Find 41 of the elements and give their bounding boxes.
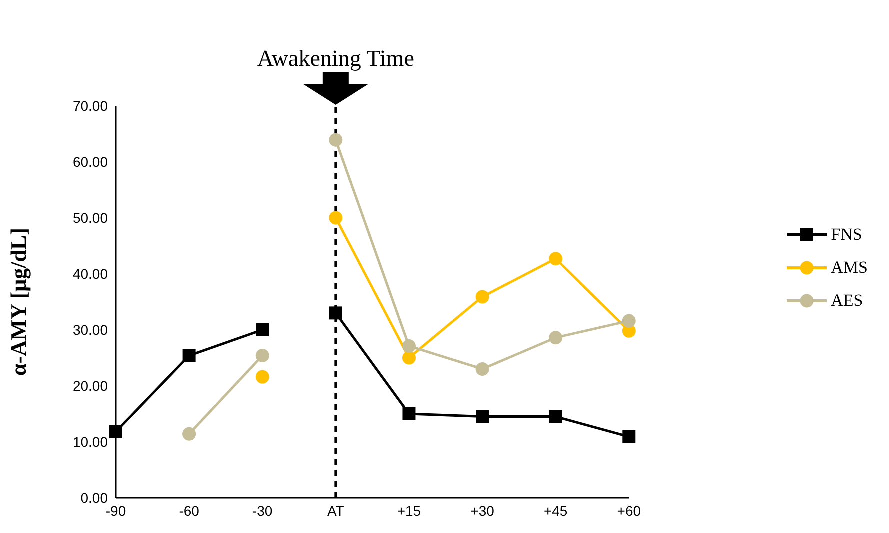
x-tick-label: -30 bbox=[252, 502, 273, 519]
legend-label: AES bbox=[831, 291, 864, 311]
x-tick-label: -60 bbox=[179, 502, 200, 519]
point bbox=[476, 410, 490, 424]
point bbox=[402, 408, 416, 420]
point bbox=[549, 252, 563, 266]
point bbox=[256, 370, 270, 384]
ref-line-label: Awakening Time bbox=[257, 46, 414, 71]
x-tick-label: AT bbox=[327, 502, 345, 519]
legend-label: AMS bbox=[831, 258, 868, 278]
x-tick-label: +60 bbox=[617, 502, 642, 519]
y-tick-label: 10.00 bbox=[72, 434, 108, 450]
y-tick-label: 60.00 bbox=[72, 154, 108, 170]
y-tick-label: 0.00 bbox=[80, 490, 108, 506]
point bbox=[402, 339, 416, 353]
point bbox=[256, 349, 270, 363]
point bbox=[182, 349, 196, 362]
y-axis-title: α-AMY [μg/dL] bbox=[6, 228, 31, 376]
x-tick-label: -90 bbox=[106, 502, 126, 519]
point bbox=[329, 306, 342, 320]
x-tick-label: +30 bbox=[470, 502, 495, 519]
point bbox=[476, 290, 490, 304]
y-tick-label: 50.00 bbox=[72, 210, 108, 226]
point bbox=[182, 427, 196, 441]
y-tick-label: 30.00 bbox=[72, 322, 108, 338]
point bbox=[622, 314, 636, 328]
point bbox=[549, 410, 562, 424]
point bbox=[256, 324, 270, 336]
y-tick-label: 70.00 bbox=[72, 98, 108, 114]
y-tick-label: 20.00 bbox=[72, 378, 108, 394]
point bbox=[622, 430, 636, 444]
x-tick-label: +45 bbox=[544, 502, 568, 519]
point bbox=[476, 362, 490, 376]
point bbox=[329, 211, 343, 225]
y-tick-label: 40.00 bbox=[72, 266, 108, 282]
point bbox=[329, 133, 343, 147]
x-tick-label: +15 bbox=[397, 502, 422, 519]
point bbox=[549, 331, 563, 345]
point bbox=[110, 425, 122, 438]
legend-label: FNS bbox=[831, 225, 862, 245]
point bbox=[402, 351, 416, 365]
